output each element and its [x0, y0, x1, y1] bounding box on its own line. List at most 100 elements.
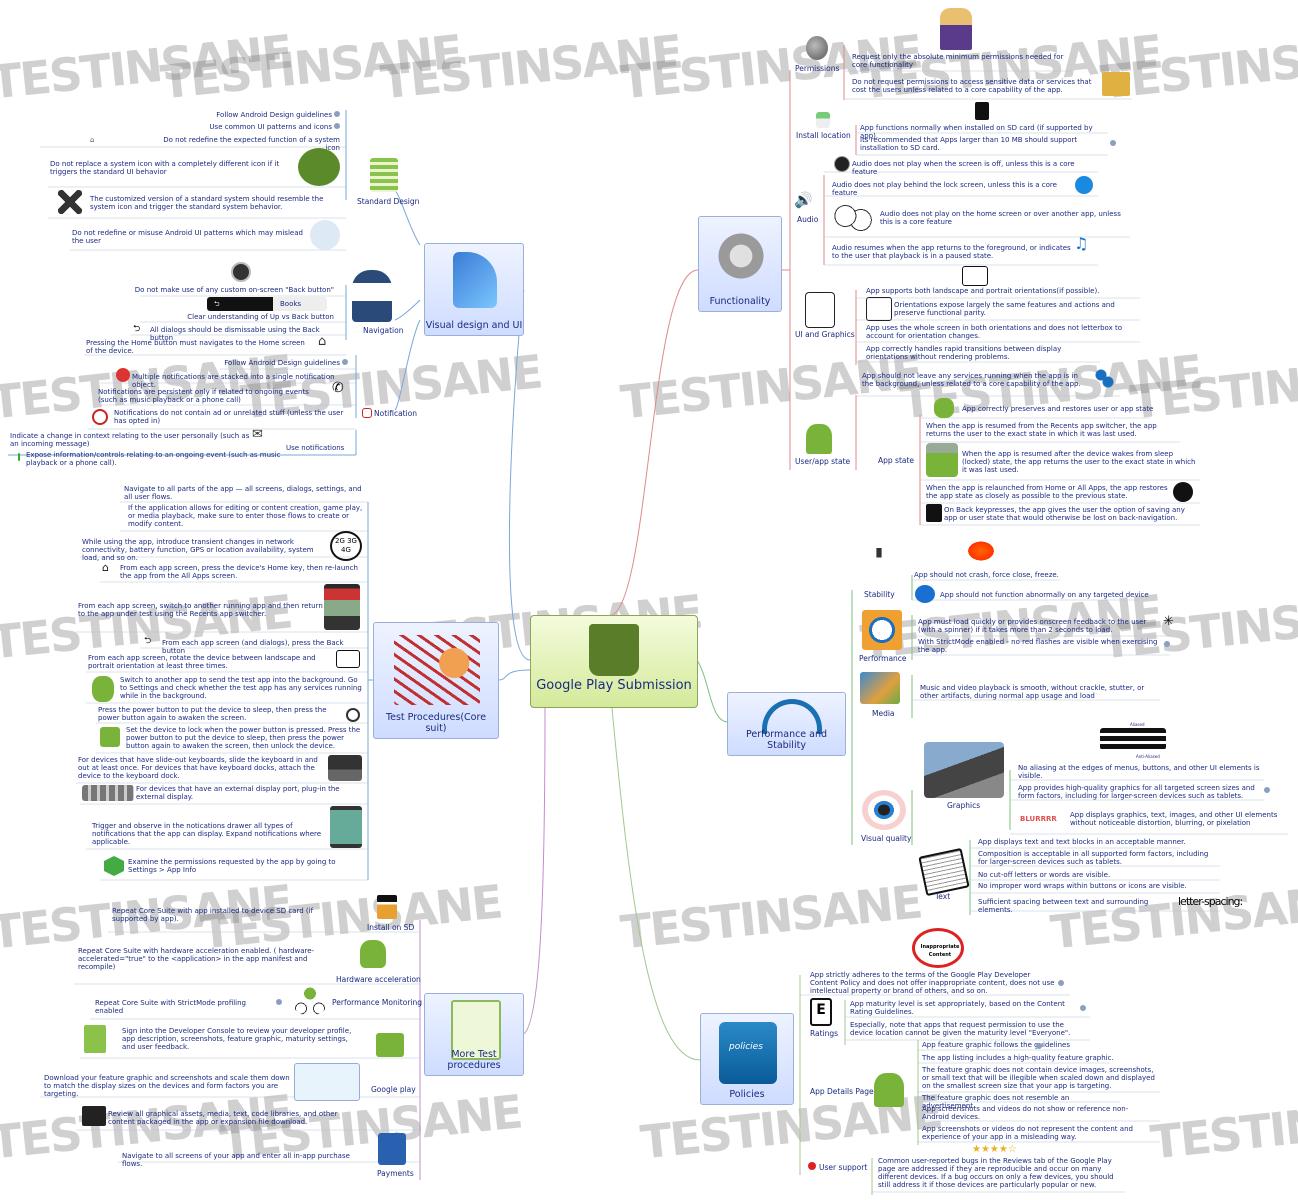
back-arrow-icon: ⮌ — [133, 324, 141, 334]
phone-icon: ✆ — [332, 380, 344, 396]
info-dot-icon — [334, 111, 340, 117]
hub-performance[interactable]: Performance and Stability — [727, 692, 846, 756]
test-step: From each app screen (and dialogs), pres… — [162, 639, 344, 655]
hub-test-procedures[interactable]: Test Procedures(Core suit) — [373, 622, 499, 739]
performance-item: App must load quickly or provides onscre… — [918, 618, 1147, 634]
test-step: From each app screen, rotate the device … — [88, 654, 316, 670]
android-bike-icon — [292, 986, 328, 1016]
clipboard-icon — [451, 1000, 501, 1060]
info-dot-icon — [1058, 980, 1064, 986]
android-sleep-icon — [926, 443, 958, 477]
appstate-item: On Back keypresses, the app gives the us… — [944, 506, 1185, 522]
home-icon: ⌂ — [318, 334, 327, 349]
payments-label: Payments — [377, 1169, 414, 1178]
more-item: Navigate to all screens of your app and … — [122, 1152, 350, 1168]
graphics-item: App displays graphics, text, images, and… — [1070, 811, 1278, 827]
test-step: While using the app, introduce transient… — [82, 538, 314, 562]
policy-item: App strictly adheres to the terms of the… — [810, 971, 1055, 995]
use-notifications-label: Use notifications — [286, 444, 345, 452]
details-item: The feature graphic does not contain dev… — [922, 1066, 1155, 1090]
policies-folder-label: policies — [729, 1042, 763, 1052]
permissions-icon — [806, 36, 828, 60]
notification-drawer-icon — [330, 806, 362, 848]
notif-item: Notifications do not contain ad or unrel… — [114, 409, 344, 425]
green-bar-icon — [18, 453, 20, 461]
appstate-item: App correctly preserves and restores use… — [962, 405, 1154, 413]
sd-card-icon — [377, 895, 397, 919]
back-arrow-icon: ⮌ — [214, 300, 220, 308]
gauge-icon — [762, 699, 822, 734]
ratings-label: Ratings — [810, 1029, 839, 1038]
audio-label: Audio — [797, 215, 819, 224]
aliasing-sample-icon — [1100, 728, 1166, 750]
hub-visual-design[interactable]: Visual design and UI — [424, 243, 524, 336]
test-step: For devices that have slide-out keyboard… — [78, 756, 318, 780]
notif-item: Follow Android Design guidelines — [224, 359, 340, 367]
test-step: Set the device to lock when the power bu… — [126, 726, 361, 750]
stability-label: Stability — [864, 590, 895, 599]
display-ports-icon — [82, 785, 134, 801]
orientation-icon — [866, 297, 892, 321]
rating-item: Especially, note that apps that request … — [850, 1021, 1071, 1037]
hub-test-title: Test Procedures(Core suit) — [385, 712, 487, 734]
sd-item: Do not replace a system icon with a comp… — [50, 160, 280, 176]
audio-item: Audio does not play when the screen is o… — [852, 160, 1075, 176]
notification-label: Notification — [374, 409, 418, 418]
navigation-label: Navigation — [363, 326, 404, 335]
devices-scale-icon — [294, 1063, 360, 1101]
app-state-label: App state — [878, 456, 915, 465]
no-ads-icon — [92, 409, 108, 425]
eye-icon — [862, 790, 906, 830]
google-play-bag-icon — [589, 624, 639, 676]
use-item: Indicate a change in context relating to… — [10, 432, 250, 448]
android-gear-icon — [92, 676, 114, 702]
details-item: App screenshots or videos do not represe… — [922, 1125, 1133, 1141]
info-dot-icon — [1110, 140, 1116, 146]
text-item: No cut-off letters or words are visible. — [978, 871, 1111, 879]
spinner-icon: ✳ — [1163, 614, 1174, 629]
lock-padlock-icon — [1102, 72, 1130, 96]
payments-icon — [378, 1133, 406, 1165]
hub-policies-title: Policies — [729, 1089, 765, 1100]
center-topic[interactable]: Google Play Submission — [530, 615, 698, 708]
sd-item: Use common UI patterns and icons — [209, 123, 332, 131]
pens-cup-icon — [453, 252, 497, 308]
media-player-icon — [860, 672, 900, 704]
hub-functionality[interactable]: Functionality — [698, 216, 782, 312]
hub-functionality-title: Functionality — [709, 296, 771, 307]
game-graphics-icon — [924, 742, 1004, 798]
details-item: The feature graphic does not resemble an… — [922, 1094, 1070, 1110]
install-location-label: Install location — [796, 131, 851, 140]
google-play-icon — [376, 1033, 404, 1057]
graphics-label: Graphics — [947, 801, 981, 810]
nav-item: Do not make use of any custom on-screen … — [134, 286, 334, 294]
developer-console-icon — [84, 1025, 106, 1053]
folder-icon — [82, 1106, 106, 1126]
notification-error-icon — [362, 408, 372, 418]
ui-item: App supports both landscape and portrait… — [866, 287, 1100, 295]
letter-spacing-sample: letter-spacing: — [1178, 895, 1243, 908]
graphics-item: App provides high-quality graphics for a… — [1018, 784, 1255, 800]
info-dot-icon — [334, 123, 340, 129]
antialiased-label: Anti-Aliased — [1136, 754, 1160, 759]
ui-item: App uses the whole screen in both orient… — [866, 324, 1123, 340]
android-restore-icon — [934, 398, 954, 418]
text-item: Sufficient spacing between text and surr… — [978, 898, 1149, 914]
test-step: From each app screen, press the device's… — [120, 564, 358, 580]
text-item: App displays text and text blocks in an … — [978, 838, 1186, 846]
text-item: Composition is acceptable in all support… — [978, 850, 1209, 866]
test-step: Press the power button to put the device… — [98, 706, 327, 722]
keyboard-dock-icon — [328, 755, 362, 781]
gplay-item: Sign into the Developer Console to revie… — [122, 1027, 352, 1051]
user-app-state-label: User/app state — [795, 457, 851, 466]
info-dot-icon — [342, 359, 348, 365]
hub-more-tests[interactable]: More Test procedures — [424, 993, 524, 1076]
details-item: App screenshots and videos do not show o… — [922, 1105, 1129, 1121]
ui-graphics-icon — [805, 292, 835, 328]
appstate-item: When the app is resumed after the device… — [962, 450, 1196, 474]
speaker-icon: 🔊 — [794, 191, 813, 209]
broken-face-icon — [915, 585, 935, 603]
hub-policies[interactable]: policies Policies — [700, 1013, 794, 1105]
standard-design-label: Standard Design — [357, 197, 420, 206]
